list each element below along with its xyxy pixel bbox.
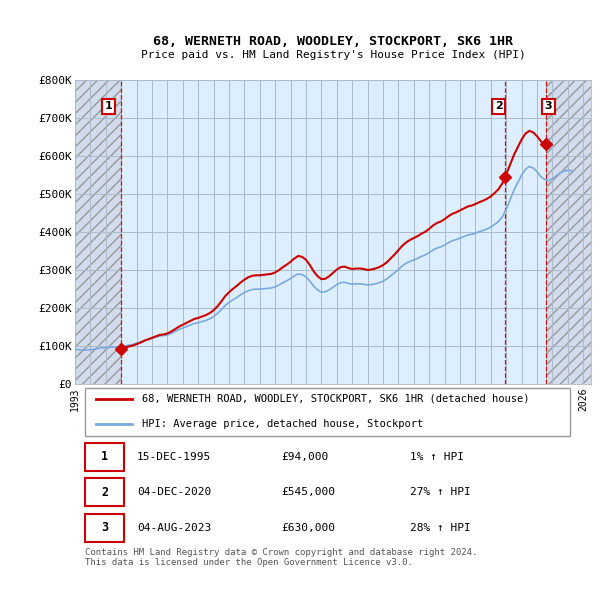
FancyBboxPatch shape xyxy=(85,442,124,471)
Bar xyxy=(75,80,121,384)
Text: HPI: Average price, detached house, Stockport: HPI: Average price, detached house, Stoc… xyxy=(142,419,424,429)
Text: £545,000: £545,000 xyxy=(281,487,335,497)
Text: 27% ↑ HPI: 27% ↑ HPI xyxy=(410,487,471,497)
Text: £630,000: £630,000 xyxy=(281,523,335,533)
Text: 1% ↑ HPI: 1% ↑ HPI xyxy=(410,452,464,461)
Text: 04-DEC-2020: 04-DEC-2020 xyxy=(137,487,211,497)
Text: Contains HM Land Registry data © Crown copyright and database right 2024.
This d: Contains HM Land Registry data © Crown c… xyxy=(85,548,478,568)
Text: 2: 2 xyxy=(101,486,108,499)
Text: Price paid vs. HM Land Registry's House Price Index (HPI): Price paid vs. HM Land Registry's House … xyxy=(140,50,526,60)
Text: 15-DEC-1995: 15-DEC-1995 xyxy=(137,452,211,461)
Text: 1: 1 xyxy=(104,101,112,112)
Bar xyxy=(546,80,591,384)
Text: 3: 3 xyxy=(545,101,552,112)
Text: 2: 2 xyxy=(495,101,503,112)
Text: 68, WERNETH ROAD, WOODLEY, STOCKPORT, SK6 1HR (detached house): 68, WERNETH ROAD, WOODLEY, STOCKPORT, SK… xyxy=(142,394,530,404)
Text: 68, WERNETH ROAD, WOODLEY, STOCKPORT, SK6 1HR: 68, WERNETH ROAD, WOODLEY, STOCKPORT, SK… xyxy=(153,35,513,48)
FancyBboxPatch shape xyxy=(85,388,571,436)
Text: 3: 3 xyxy=(101,522,108,535)
Text: 1: 1 xyxy=(101,450,108,463)
FancyBboxPatch shape xyxy=(85,478,124,506)
Text: £94,000: £94,000 xyxy=(281,452,329,461)
FancyBboxPatch shape xyxy=(85,514,124,542)
Text: 04-AUG-2023: 04-AUG-2023 xyxy=(137,523,211,533)
Text: 28% ↑ HPI: 28% ↑ HPI xyxy=(410,523,471,533)
